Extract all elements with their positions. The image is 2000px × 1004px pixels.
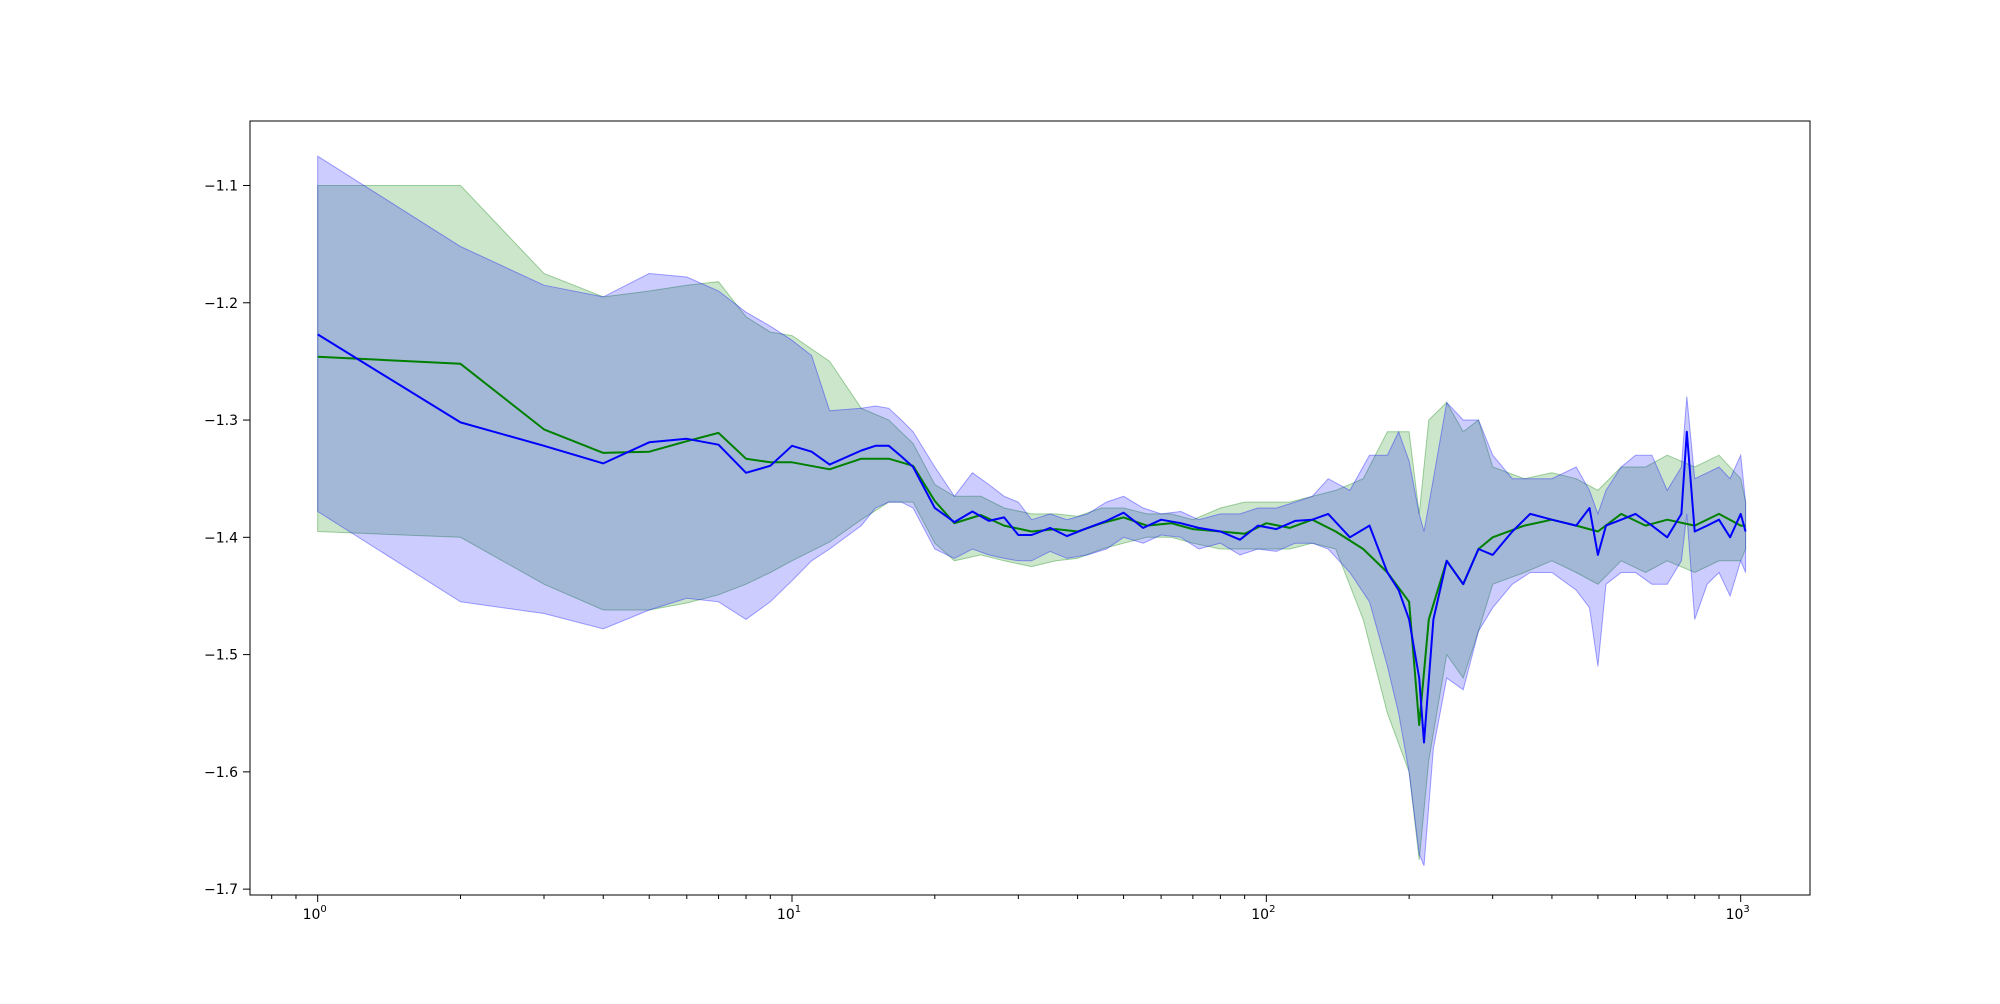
y-tick-label: −1.2 (204, 296, 238, 312)
x-tick-label: 103 (1726, 904, 1750, 923)
series-lines (317, 333, 1747, 744)
y-tick-label: −1.1 (204, 179, 238, 195)
series-2-line (317, 333, 1747, 744)
x-tick-label: 100 (303, 904, 327, 923)
y-tick-label: −1.3 (204, 413, 238, 429)
confidence-bands (317, 155, 1747, 866)
series-2-band (317, 155, 1747, 866)
x-tick-label: 101 (777, 904, 801, 923)
x-tick-label: 102 (1251, 904, 1275, 923)
x-axis-ticks: 100 101 102 103 (271, 895, 1750, 923)
y-tick-label: −1.6 (204, 765, 238, 781)
y-axis-ticks: −1.1 −1.2 −1.3 −1.4 −1.5 −1.6 −1.7 (204, 179, 250, 898)
y-tick-label: −1.7 (204, 882, 238, 898)
series-1-band (317, 185, 1747, 860)
plot-area-frame (249, 120, 1811, 896)
y-tick-label: −1.4 (204, 530, 238, 546)
y-tick-label: −1.5 (204, 648, 238, 664)
